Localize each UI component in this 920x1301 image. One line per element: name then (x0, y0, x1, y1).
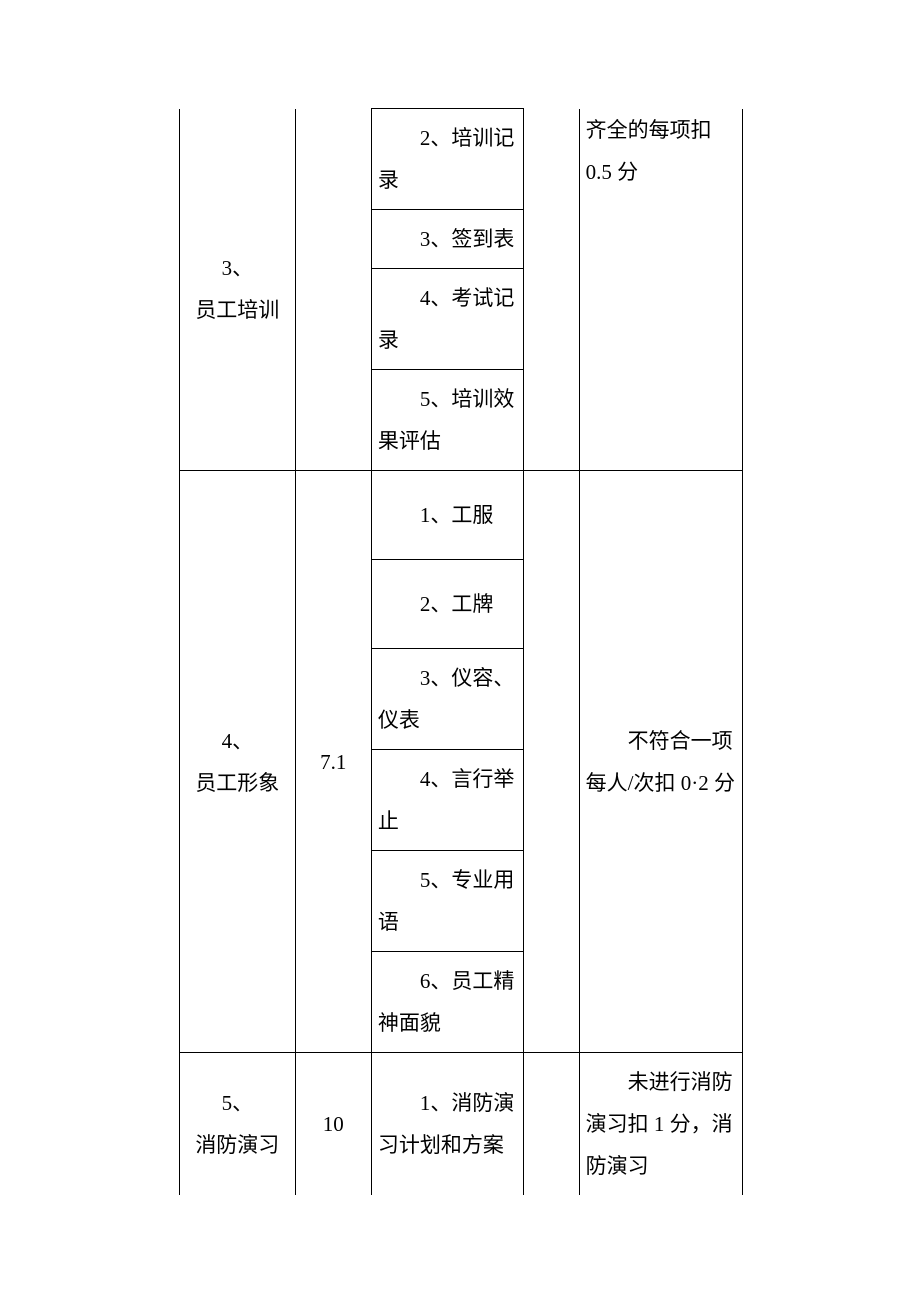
label-line: 员工培训 (195, 298, 279, 322)
score-cell-3 (295, 109, 371, 471)
item-text: 4、考试记录 (372, 269, 523, 369)
item-cell: 4、考试记录 (371, 269, 523, 370)
item-text: 1、消防演习计划和方案 (372, 1074, 523, 1174)
item-cell: 1、消防演习计划和方案 (371, 1053, 523, 1196)
category-cell-5: 5、 消防演习 (180, 1053, 296, 1196)
score-cell-5: 10 (295, 1053, 371, 1196)
item-text: 2、培训记录 (372, 109, 523, 209)
remark-cell-3: 齐全的每项扣 0.5 分 (579, 109, 742, 471)
label-line: 5、 (222, 1091, 254, 1115)
remark-text: 不符合一项每人/次扣 0·2 分 (580, 712, 742, 812)
item-text: 5、培训效果评估 (372, 370, 523, 470)
category-label-3: 3、 员工培训 (180, 239, 295, 339)
item-cell: 1、工服 (371, 471, 523, 560)
remark-text: 齐全的每项扣 0.5 分 (580, 109, 742, 201)
score-text: 7.1 (296, 733, 371, 791)
remark-cell-5: 未进行消防演习扣 1 分，消防演习 (579, 1053, 742, 1196)
label-line: 3、 (222, 256, 254, 280)
category-cell-3: 3、 员工培训 (180, 109, 296, 471)
table-row: 3、 员工培训 2、培训记录 齐全的每项扣 0.5 分 (180, 109, 743, 210)
item-cell: 6、员工精神面貌 (371, 952, 523, 1053)
remark-cell-4: 不符合一项每人/次扣 0·2 分 (579, 471, 742, 1053)
assessment-table: 3、 员工培训 2、培训记录 齐全的每项扣 0.5 分 3、签到表 4、考试记 (179, 108, 743, 1195)
item-cell: 3、仪容、仪表 (371, 649, 523, 750)
empty-cell (523, 109, 579, 471)
item-text: 2、工牌 (372, 575, 523, 633)
category-label-4: 4、 员工形象 (180, 712, 295, 812)
remark-content: 齐全的每项扣 0.5 分 (586, 118, 712, 184)
category-cell-4: 4、 员工形象 (180, 471, 296, 1053)
item-cell: 2、工牌 (371, 560, 523, 649)
item-cell: 4、言行举止 (371, 750, 523, 851)
item-text: 4、言行举止 (372, 750, 523, 850)
table-row: 5、 消防演习 10 1、消防演习计划和方案 未进行消防演习扣 1 分，消防演习 (180, 1053, 743, 1196)
item-cell: 2、培训记录 (371, 109, 523, 210)
item-cell: 3、签到表 (371, 210, 523, 269)
item-text: 6、员工精神面貌 (372, 952, 523, 1052)
score-cell-4: 7.1 (295, 471, 371, 1053)
label-line: 员工形象 (195, 771, 279, 795)
score-text: 10 (296, 1095, 371, 1153)
item-text: 3、仪容、仪表 (372, 649, 523, 749)
empty-cell (523, 1053, 579, 1196)
item-cell: 5、培训效果评估 (371, 370, 523, 471)
empty-cell (523, 471, 579, 1053)
item-text: 3、签到表 (372, 210, 523, 268)
remark-text: 未进行消防演习扣 1 分，消防演习 (580, 1053, 742, 1195)
remark-indent: 不符合一 (586, 720, 712, 762)
assessment-table-container: 3、 员工培训 2、培训记录 齐全的每项扣 0.5 分 3、签到表 4、考试记 (179, 108, 743, 1195)
category-label-5: 5、 消防演习 (180, 1074, 295, 1174)
label-line: 消防演习 (195, 1133, 279, 1157)
table-row: 4、 员工形象 7.1 1、工服 不符合一项每人/次扣 0·2 分 (180, 471, 743, 560)
label-line: 4、 (222, 729, 254, 753)
item-text: 1、工服 (372, 486, 523, 544)
item-cell: 5、专业用语 (371, 851, 523, 952)
remark-indent: 未进行消 (586, 1061, 712, 1103)
item-text: 5、专业用语 (372, 851, 523, 951)
